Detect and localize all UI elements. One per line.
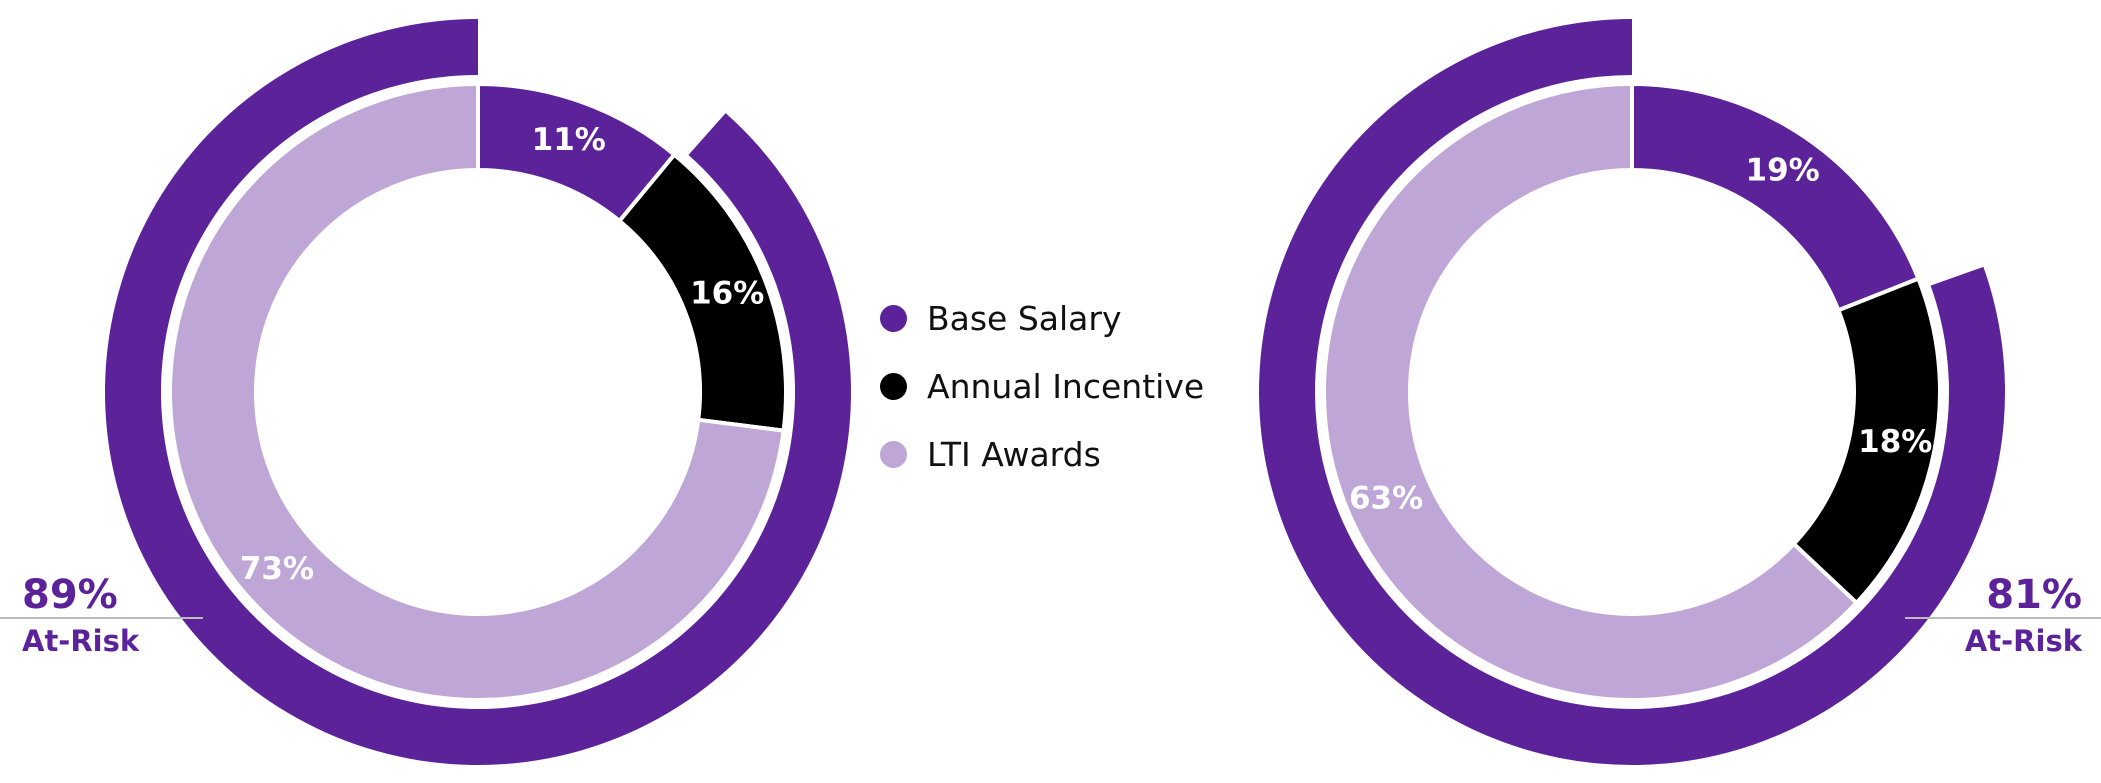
donut2-at-risk-percent: 81%: [1986, 572, 2082, 618]
legend-item-base-salary: Base Salary: [880, 284, 1204, 352]
donut2-label-annual-incentive: 18%: [1858, 424, 1932, 460]
donut2-label-base-salary: 19%: [1746, 152, 1820, 188]
legend-label-base-salary: Base Salary: [927, 298, 1122, 338]
legend: Base Salary Annual Incentive LTI Awards: [880, 284, 1204, 488]
legend-annual-incentive-circle-icon: [880, 372, 907, 400]
donut1-slice-lti-awards: [168, 81, 786, 702]
legend-base-salary-circle-icon: [880, 304, 907, 332]
donut1-label-lti-awards: 73%: [240, 551, 314, 587]
legend-lti-awards-circle-icon: [880, 440, 907, 468]
donut1-at-risk-label: At-Risk: [22, 624, 140, 658]
legend-item-lti-awards: LTI Awards: [880, 420, 1204, 488]
donut1-at-risk-percent: 89%: [22, 572, 118, 618]
legend-label-annual-incentive: Annual Incentive: [927, 366, 1205, 406]
donut2-label-lti-awards: 63%: [1349, 480, 1423, 516]
legend-label-lti-awards: LTI Awards: [927, 434, 1101, 474]
donut2-slice-base-salary: [1630, 81, 1921, 313]
donut2-at-risk-label: At-Risk: [1965, 624, 2083, 658]
legend-item-annual-incentive: Annual Incentive: [880, 352, 1204, 420]
donut1-label-base-salary: 11%: [532, 122, 606, 158]
donut1-label-annual-incentive: 16%: [690, 275, 764, 311]
donut2-slice-lti-awards: [1322, 81, 1860, 702]
